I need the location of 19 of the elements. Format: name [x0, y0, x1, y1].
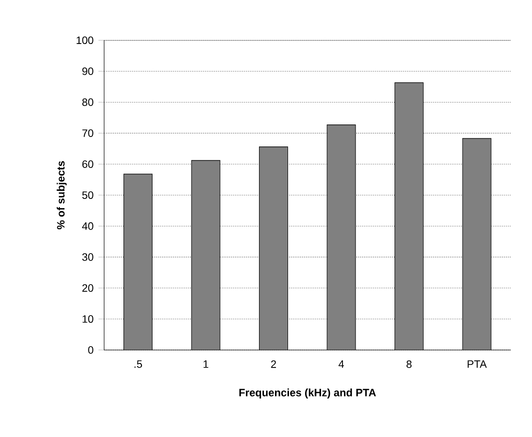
y-tick-label: 70 [82, 129, 94, 137]
y-tick-label: 60 [82, 160, 94, 168]
y-tick-label: 30 [82, 253, 94, 261]
x-tick-label: PTA [468, 360, 487, 368]
y-tick-label: 40 [82, 222, 94, 230]
y-axis-title: % of subjects [56, 161, 67, 230]
y-tick-label: 0 [88, 346, 94, 354]
y-tick-label: 20 [82, 284, 94, 292]
y-tick-label: 100 [76, 36, 94, 44]
x-tick-label: 8 [406, 360, 412, 368]
x-axis-title: Frequencies (kHz) and PTA [239, 388, 376, 398]
x-tick-label: 1 [204, 360, 208, 368]
x-tick-label: 2 [271, 360, 276, 368]
y-tick-label: 50 [82, 191, 94, 199]
y-tick-label: 80 [82, 98, 94, 106]
y-tick-label: 10 [82, 315, 94, 323]
x-tick-label: .5 [134, 360, 142, 368]
y-tick-label: 90 [82, 67, 94, 76]
x-tick-label: 4 [338, 360, 344, 368]
